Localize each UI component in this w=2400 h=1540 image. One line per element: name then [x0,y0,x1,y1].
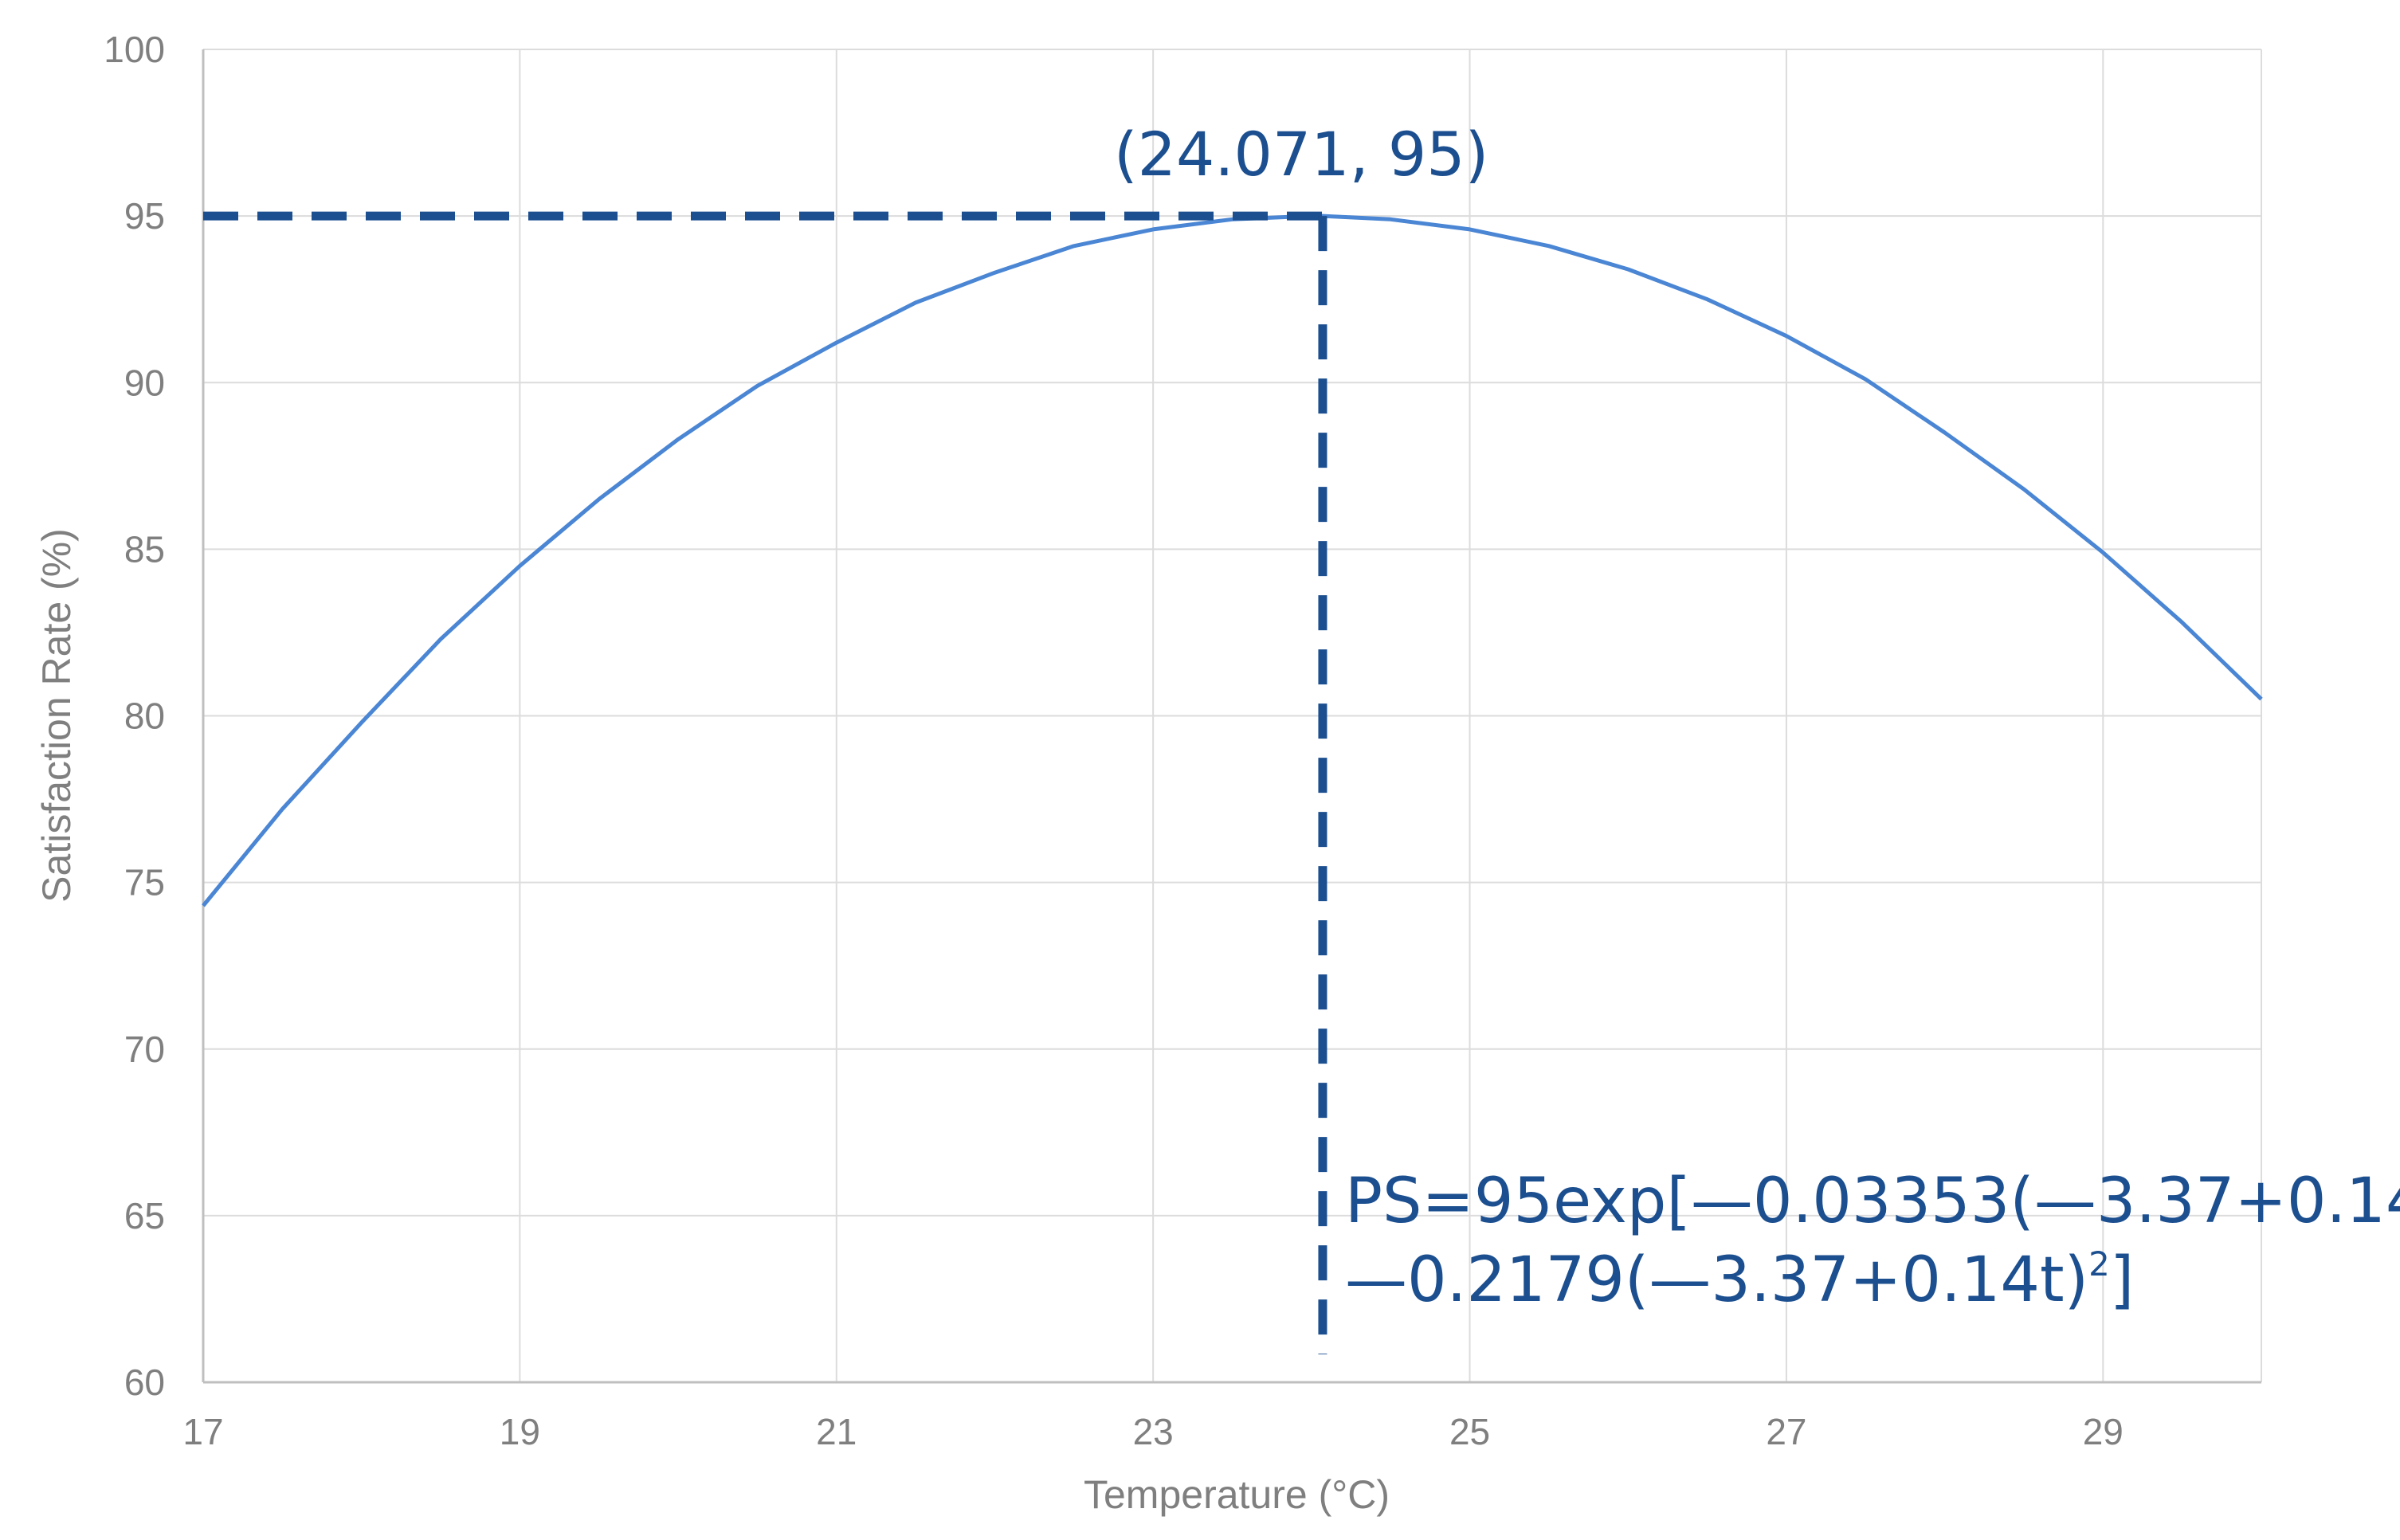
x-tick-label-25: 25 [1449,1411,1490,1452]
formula-line-2-end: ] [2110,1244,2134,1316]
formula-line-2: —0.2179(—3.37+0.14t)2] [1345,1244,2134,1316]
x-tick-label-17: 17 [182,1411,223,1452]
y-tick-label-100: 100 [104,29,165,70]
axes [202,49,2261,1384]
x-tick-labels: 17 19 21 23 25 27 29 [182,1411,2123,1452]
x-tick-label-19: 19 [500,1411,540,1452]
formula-line-2-text: —0.2179(—3.37+0.14t) [1345,1244,2088,1316]
x-tick-label-27: 27 [1766,1411,1806,1452]
y-tick-label-80: 80 [124,696,165,737]
x-tick-label-21: 21 [816,1411,857,1452]
series-line-0 [202,214,2263,907]
grid [203,49,2262,1382]
formula-line-1: PS=95exp[—0.03353(—3.37+0.14t)4 [1345,1166,2400,1237]
formula-line-1-text: PS=95exp[—0.03353(—3.37+0.14t) [1345,1166,2400,1237]
y-tick-label-95: 95 [124,195,165,237]
formula-exponent-2: 2 [2088,1244,2110,1283]
y-tick-label-75: 75 [124,862,165,903]
peak-label: (24.071, 95) [1114,119,1488,190]
series-layer [202,214,2263,907]
x-tick-label-29: 29 [2083,1411,2124,1452]
x-axis-title: Temperature (°C) [1084,1472,1390,1517]
y-tick-label-90: 90 [124,362,165,403]
y-tick-label-65: 65 [124,1195,165,1236]
y-tick-label-85: 85 [124,528,165,570]
y-tick-label-60: 60 [124,1362,165,1403]
peak-guides [203,211,1327,1354]
y-axis-title: Satisfaction Rate (%) [34,528,79,903]
y-tick-label-70: 70 [124,1029,165,1070]
y-tick-labels: 60 65 70 75 80 85 90 95 100 [104,29,165,1403]
x-tick-label-23: 23 [1133,1411,1174,1452]
